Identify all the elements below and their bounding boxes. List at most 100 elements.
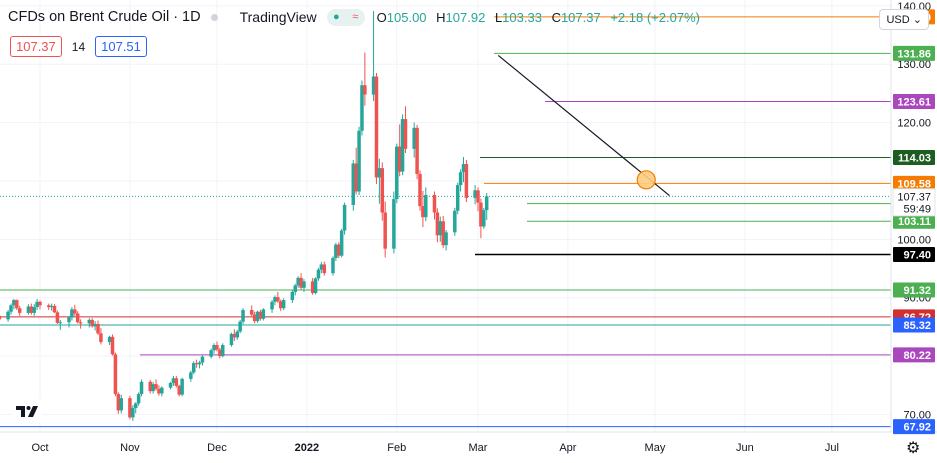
level-label-box [893,213,935,229]
candle-body [464,164,469,198]
level-label-103.11: 103.11 [898,216,931,228]
candle-body [75,313,80,323]
candle-body [438,221,443,236]
candle-body [441,221,445,246]
currency-select[interactable]: USD ⌄ [879,9,929,30]
candle-body [154,384,158,389]
y-tick-label: 120.00 [897,118,931,130]
candle-body [180,378,184,395]
candle-body [131,408,135,418]
candle-body [189,372,193,379]
indicator-right-value[interactable]: 107.51 [95,36,147,57]
brand-label: TradingView [239,9,317,25]
candle-body [238,321,242,332]
candle-body [29,306,34,313]
candle-body [136,394,141,404]
candle-body [119,398,123,411]
candle-body [255,311,260,322]
candle-body [316,269,321,279]
x-tick-label: Jul [825,442,839,454]
level-label-131.86: 131.86 [897,48,931,60]
candle-body [424,194,428,218]
candle-body [339,230,344,256]
currency-label: USD [886,14,910,26]
candle-body [296,277,300,286]
candle-body [215,345,219,350]
candle-body [461,164,466,173]
candle-body [351,163,356,205]
low-value: 103.33 [502,9,542,25]
visibility-toggle-button[interactable]: ● ≈ [326,8,365,26]
level-label-box [893,282,935,298]
candle-body [476,190,480,203]
candle-body [319,264,324,270]
indicator-left-value[interactable]: 107.37 [10,36,62,57]
candle-body [212,345,216,351]
current-price-box [892,188,936,217]
candle-body [281,300,286,309]
level-label-box [893,317,935,333]
candle-body [412,127,416,149]
candle-body [395,146,399,200]
candle-body [484,196,489,211]
candle-body [241,309,245,322]
candle-body [177,385,181,395]
candle-body [99,333,103,343]
symbol-title[interactable]: CFDs on Brent Crude Oil · 1D [8,9,201,25]
candle-body [9,305,13,312]
candle-body [279,301,283,309]
level-label-box [893,45,935,61]
candle-body [479,202,483,227]
candle-body [261,309,266,319]
level-label-91.32: 91.32 [903,285,931,297]
candle-body [258,311,263,319]
candle-body [96,324,100,334]
candle-body [160,387,164,394]
candle-body [191,363,196,373]
candle-body [67,317,71,323]
candle-body [35,301,39,308]
candle-body [157,388,161,394]
candle-body [78,322,83,324]
candle-body [421,206,425,218]
level-label-box [893,175,935,191]
level-label-box [893,149,935,165]
candle-body [392,199,396,249]
candle-body [453,210,457,233]
candle-body [276,297,280,302]
wave-icon: ≈ [352,11,359,23]
candle-body [38,301,42,306]
level-label-97.40: 97.40 [903,250,931,262]
candle-body [334,244,338,259]
candle-body [360,85,364,131]
candle-body [148,381,152,392]
candle-body [310,281,315,294]
close-label: C [551,9,561,25]
candle-body [93,324,97,327]
gear-icon[interactable]: ⚙ [906,440,921,457]
candle-body [32,307,36,313]
candle-body [128,398,132,418]
ohlc-readout: O105.00 H107.92 L103.33 C107.37 +2.18 (+… [377,10,700,25]
change-value: +2.18 (+2.07%) [610,9,700,25]
candle-body [357,130,361,192]
candle-body [397,146,402,172]
candle-body [151,384,155,392]
level-label-box [893,247,935,263]
level-label-85.32: 85.32 [903,320,931,332]
candle-body [415,127,419,174]
candle-body [377,168,382,178]
candle-body [200,356,205,363]
candle-body [232,333,237,338]
candle-body [299,277,303,288]
x-tick-label: Jun [736,442,754,454]
candle-body [371,76,376,95]
eye-icon: ● [332,11,340,23]
candle-body [17,308,22,313]
y-tick-label: 70.00 [903,409,931,421]
candle-body [133,403,138,409]
candle-body [55,312,60,323]
indicator-period: 14 [71,39,86,54]
candle-body [110,336,115,355]
